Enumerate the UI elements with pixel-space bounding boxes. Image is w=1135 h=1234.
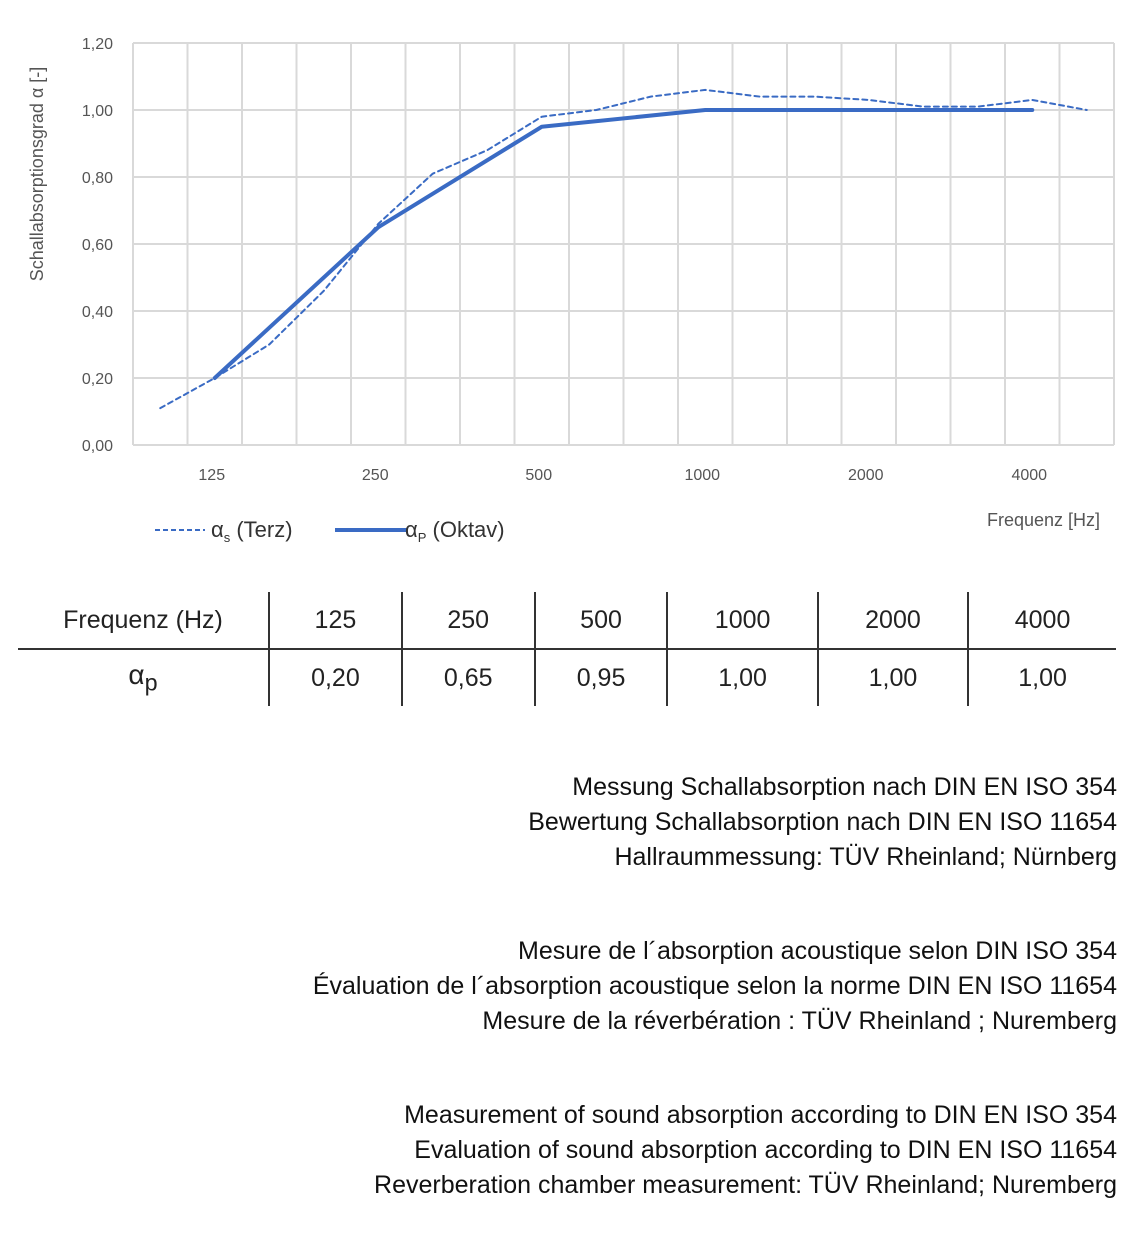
table-cell: 0,95	[533, 649, 668, 706]
note-line: Mesure de la réverbération : TÜV Rheinla…	[482, 1007, 1117, 1035]
x-tick-label: 125	[198, 467, 225, 484]
notes-english: Measurement of sound absorption accordin…	[374, 1098, 1117, 1203]
y-tick-label: 0,00	[82, 438, 113, 455]
table-cell: 0,65	[400, 649, 535, 706]
y-tick-label: 1,20	[82, 36, 113, 53]
note-line: Mesure de l´absorption acoustique selon …	[518, 937, 1117, 965]
note-line: Bewertung Schallabsorption nach DIN EN I…	[528, 808, 1117, 836]
y-tick-label: 0,80	[82, 170, 113, 187]
row-label: αp	[18, 649, 269, 706]
legend-label: αP (Oktav)	[405, 517, 505, 545]
y-tick-label: 1,00	[82, 103, 113, 120]
table-cell: 1,00	[666, 649, 818, 706]
table-cell: 1,00	[967, 649, 1116, 706]
absorption-table: Frequenz (Hz) 125 250 500 1000 2000 4000…	[18, 592, 1116, 706]
x-axis-label: Frequenz [Hz]	[987, 510, 1100, 530]
note-line: Measurement of sound absorption accordin…	[404, 1101, 1117, 1129]
header-cell: 2000	[816, 592, 969, 650]
header-cell: Frequenz (Hz)	[18, 592, 269, 650]
note-line: Hallraummessung: TÜV Rheinland; Nürnberg	[614, 843, 1117, 871]
x-tick-label: 250	[362, 467, 389, 484]
absorption-chart: 0,00 0,20 0,40 0,60 0,80 1,00 1,20 125 250 500 100…	[27, 36, 1115, 545]
header-cell: 125	[268, 592, 402, 650]
table-header-row: Frequenz (Hz) 125 250 500 1000 2000 4000	[18, 592, 1116, 650]
series-terz-line	[159, 88, 1088, 410]
series-oktav-line	[212, 108, 1035, 380]
y-axis-label: Schallabsorptionsgrad α [-]	[27, 67, 47, 282]
x-tick-label: 500	[525, 467, 552, 484]
header-cell: 1000	[666, 592, 818, 650]
header-cell: 500	[533, 592, 668, 650]
table-cell: 0,20	[268, 649, 402, 706]
table-row: αp 0,20 0,65 0,95 1,00 1,00 1,00	[18, 649, 1116, 706]
note-line: Reverberation chamber measurement: TÜV R…	[374, 1171, 1117, 1199]
header-cell: 250	[400, 592, 535, 650]
note-line: Evaluation of sound absorption according…	[414, 1136, 1117, 1164]
row-label-text: αp	[128, 659, 158, 696]
notes-german: Messung Schallabsorption nach DIN EN ISO…	[528, 770, 1117, 875]
header-cell: 4000	[967, 592, 1116, 650]
x-tick-label: 2000	[848, 467, 884, 484]
y-tick-label: 0,20	[82, 371, 113, 388]
y-tick-label: 0,40	[82, 304, 113, 321]
table-cell: 1,00	[816, 649, 969, 706]
x-tick-label: 1000	[684, 467, 720, 484]
note-line: Messung Schallabsorption nach DIN EN ISO…	[572, 773, 1117, 801]
legend-label: αs (Terz)	[211, 517, 293, 545]
note-line: Évaluation de l´absorption acoustique se…	[312, 972, 1117, 1000]
x-tick-label: 4000	[1011, 467, 1047, 484]
y-tick-label: 0,60	[82, 237, 113, 254]
notes-french: Mesure de l´absorption acoustique selon …	[313, 934, 1117, 1039]
